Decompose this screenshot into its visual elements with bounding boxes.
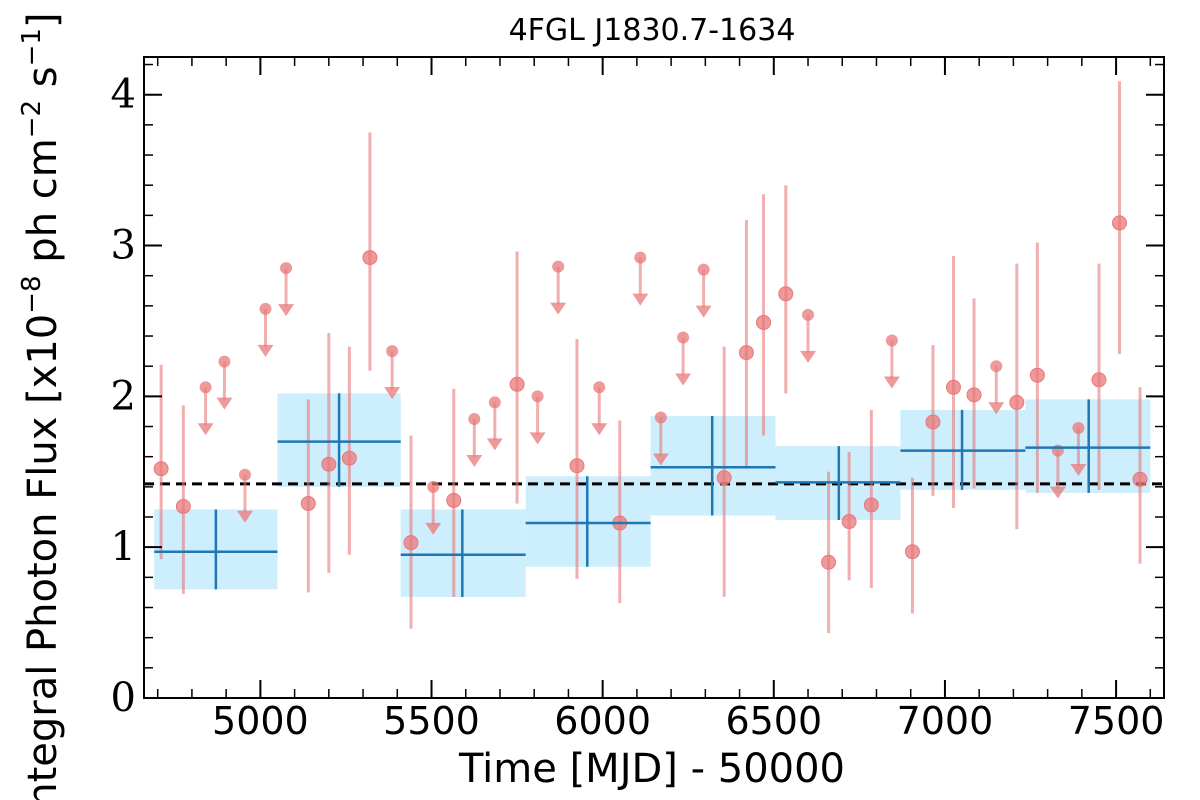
- flux-point: [1132, 471, 1148, 487]
- upper-limit-arrowhead: [529, 432, 546, 445]
- flux-point: [403, 535, 419, 551]
- upper-limit-arrowhead: [675, 373, 692, 386]
- upper-limit-point: [280, 262, 293, 275]
- upper-limit-arrowhead: [800, 350, 817, 363]
- upper-limit-arrowhead: [550, 302, 567, 315]
- upper-limit-point: [468, 412, 481, 425]
- flux-point: [945, 379, 961, 395]
- upper-limit-arrowhead: [384, 387, 401, 400]
- upper-limit-arrowhead: [632, 293, 649, 306]
- upper-limit-point: [259, 302, 272, 315]
- upper-limit-arrowhead: [466, 454, 483, 467]
- flux-point: [341, 450, 357, 466]
- upper-limit-arrowhead: [1070, 464, 1087, 477]
- upper-limit-arrowhead: [278, 304, 295, 317]
- upper-limit-point: [593, 381, 606, 394]
- y-tick-label: 0: [111, 675, 136, 721]
- upper-limit-point: [990, 360, 1003, 373]
- flux-point: [1029, 367, 1045, 383]
- flux-point: [175, 498, 191, 514]
- axis-ticks-layer: [144, 57, 1164, 699]
- flux-point: [1091, 372, 1107, 388]
- flux-point: [300, 495, 316, 511]
- flux-point: [153, 461, 169, 477]
- flux-point: [716, 470, 732, 486]
- upper-limit-arrowhead: [591, 423, 608, 436]
- y-tick-labels: 0 1 2 3 4: [111, 72, 136, 721]
- x-tick-label: 7000: [897, 699, 994, 743]
- flux-point: [1112, 215, 1128, 231]
- upper-limit-point: [697, 263, 710, 276]
- y-tick-label: 3: [111, 223, 136, 269]
- chart-title: 4FGL J1830.7-1634: [509, 13, 796, 48]
- flux-point: [569, 458, 585, 474]
- upper-limit-arrowhead: [425, 522, 442, 535]
- x-tick-label: 5500: [383, 699, 480, 743]
- upper-limit-point: [199, 381, 212, 394]
- x-tick-label: 5000: [212, 699, 309, 743]
- flux-point: [1009, 394, 1025, 410]
- upper-limit-arrowhead: [486, 438, 503, 451]
- upper-limit-point: [238, 468, 251, 481]
- y-tick-label: 2: [111, 373, 136, 419]
- flux-point: [362, 250, 378, 266]
- upper-limit-point: [531, 390, 544, 403]
- upper-limit-point: [654, 411, 667, 424]
- upper-limit-arrowhead: [695, 305, 712, 318]
- flux-point: [966, 387, 982, 403]
- upper-limit-point: [218, 355, 231, 368]
- upper-limit-point: [488, 396, 501, 409]
- y-axis-label: Integral Photon Flux [x10−8 ph cm−2 s−1]: [17, 12, 66, 800]
- flux-point: [446, 492, 462, 508]
- upper-limit-point: [802, 308, 815, 321]
- y-tick-label: 1: [111, 524, 136, 570]
- upper-limits-layer: [197, 251, 1087, 535]
- upper-limit-point: [885, 334, 898, 347]
- upper-limit-arrowhead: [236, 510, 253, 523]
- bin-errorbars-layer: [154, 393, 1151, 597]
- x-tick-labels: 5000 5500 6000 6500 7000 7500: [212, 699, 1164, 743]
- upper-limit-arrowhead: [216, 397, 233, 410]
- upper-limit-arrowhead: [197, 423, 214, 436]
- flux-point: [904, 544, 920, 560]
- flux-point: [925, 414, 941, 430]
- flux-point: [863, 497, 879, 513]
- flux-point: [321, 456, 337, 472]
- upper-limit-point: [386, 345, 399, 358]
- flux-bins-layer: [154, 393, 1151, 597]
- upper-limit-arrowhead: [652, 453, 669, 466]
- flux-point: [821, 554, 837, 570]
- upper-limit-arrowhead: [1049, 486, 1066, 499]
- flux-point: [841, 514, 857, 530]
- plot-frame: [143, 56, 1165, 699]
- x-tick-label: 7500: [1068, 699, 1165, 743]
- upper-limit-point: [427, 480, 440, 493]
- y-tick-label: 4: [111, 72, 136, 118]
- flux-point: [778, 286, 794, 302]
- flux-point: [738, 345, 754, 361]
- upper-limit-arrowhead: [883, 376, 900, 389]
- upper-limit-point: [552, 260, 565, 273]
- x-tick-label: 6500: [725, 699, 822, 743]
- upper-limit-arrowhead: [988, 402, 1005, 415]
- x-axis-label: Time [MJD] - 50000: [458, 746, 845, 792]
- upper-limit-point: [634, 251, 647, 264]
- flux-points-layer: [153, 81, 1148, 634]
- upper-limit-point: [677, 331, 690, 344]
- flux-point: [509, 376, 525, 392]
- x-tick-label: 6000: [554, 699, 651, 743]
- upper-limit-point: [1072, 422, 1085, 435]
- flux-point: [756, 314, 772, 330]
- upper-limit-arrowhead: [257, 344, 274, 357]
